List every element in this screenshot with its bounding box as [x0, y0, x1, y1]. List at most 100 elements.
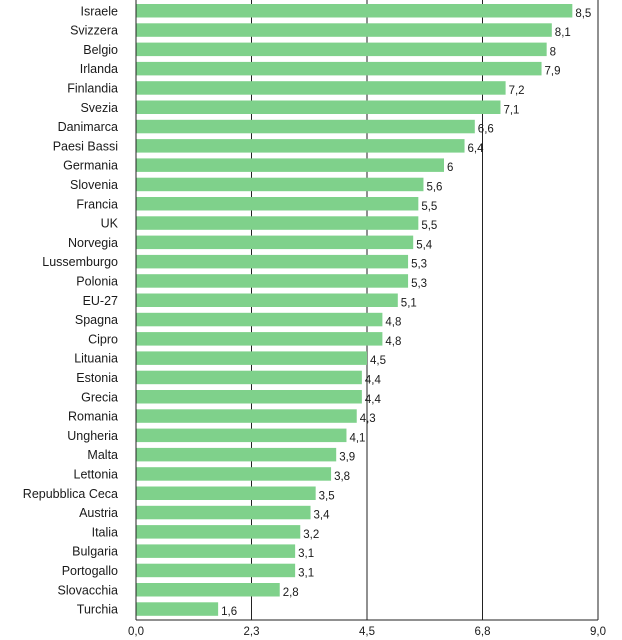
- bar: [136, 23, 552, 37]
- value-label: 4,5: [370, 355, 386, 367]
- category-label: Svizzera: [70, 24, 118, 38]
- bar: [136, 602, 219, 616]
- x-tick-label: 0,0: [128, 626, 144, 638]
- bar: [136, 235, 414, 250]
- category-label: Danimarca: [58, 120, 118, 134]
- bar: [136, 254, 409, 269]
- category-label: UK: [101, 217, 119, 231]
- category-label: Svezia: [80, 101, 118, 115]
- bar: [136, 100, 501, 114]
- category-label: Italia: [92, 525, 118, 539]
- value-label: 3,2: [303, 529, 319, 541]
- category-label: Repubblica Ceca: [23, 487, 118, 501]
- value-label: 3,5: [319, 490, 335, 502]
- bar: [136, 312, 383, 327]
- bar: [136, 447, 337, 462]
- value-label: 5,3: [411, 259, 427, 271]
- bar: [136, 467, 332, 481]
- category-label: Irlanda: [80, 62, 118, 76]
- category-label: Grecia: [81, 390, 118, 404]
- category-label: Portogallo: [62, 564, 118, 578]
- x-tick-label: 2,3: [244, 626, 260, 638]
- bars: [136, 4, 573, 616]
- value-label: 4,8: [385, 317, 401, 329]
- value-label: 3,1: [298, 567, 314, 579]
- bar: [136, 119, 475, 134]
- x-tick-label: 4,5: [359, 626, 375, 638]
- value-label: 3,9: [339, 452, 355, 464]
- bar: [136, 158, 444, 172]
- bar: [136, 351, 367, 365]
- category-label: Estonia: [76, 371, 118, 385]
- value-label: 8: [550, 46, 556, 58]
- value-label: 5,5: [421, 201, 437, 213]
- value-label: 4,8: [385, 336, 401, 348]
- bar: [136, 197, 419, 211]
- value-label: 4,1: [349, 432, 365, 444]
- category-label: Israele: [80, 4, 118, 18]
- value-label: 3,1: [298, 548, 314, 560]
- value-label: 5,6: [426, 181, 442, 193]
- category-label: EU-27: [83, 294, 118, 308]
- category-label: Austria: [79, 506, 118, 520]
- category-labels: Israele Svizzera Belgio Irlanda Finlandia Sve…: [23, 4, 119, 616]
- value-label: 7,9: [545, 66, 561, 78]
- value-labels: 8,5 8,1 8 7,9 7,2 7,1 6,6 6,4 6 5,6 5,5 5,5 5,4 5,3 5,…: [221, 8, 591, 618]
- x-tick-label: 9,0: [590, 626, 606, 638]
- bar: [136, 563, 296, 578]
- category-label: Bulgaria: [72, 545, 118, 559]
- category-label: Germania: [63, 159, 118, 173]
- category-label: Slovacchia: [58, 583, 118, 597]
- category-label: Turchia: [77, 603, 118, 617]
- category-label: Ungheria: [67, 429, 118, 443]
- value-label: 1,6: [221, 606, 237, 618]
- bar: [136, 293, 398, 307]
- bar: [136, 4, 573, 18]
- bar: [136, 139, 465, 153]
- bar: [136, 370, 362, 385]
- bar: [136, 544, 296, 558]
- category-label: Spagna: [75, 313, 118, 327]
- category-label: Polonia: [76, 274, 118, 288]
- category-label: Paesi Bassi: [53, 139, 118, 153]
- bar: [136, 428, 347, 443]
- value-label: 6: [447, 162, 453, 174]
- value-label: 6,6: [478, 124, 494, 136]
- category-label: Francia: [76, 197, 118, 211]
- category-label: Lituania: [74, 352, 118, 366]
- bar: [136, 332, 383, 346]
- value-label: 7,1: [503, 104, 519, 116]
- value-label: 2,8: [283, 587, 299, 599]
- category-label: Malta: [87, 448, 118, 462]
- value-label: 5,4: [416, 239, 433, 251]
- value-label: 4,4: [365, 374, 382, 386]
- value-label: 6,4: [468, 143, 485, 155]
- category-label: Slovenia: [70, 178, 118, 192]
- value-label: 5,5: [421, 220, 437, 232]
- bar: [136, 216, 419, 230]
- bar: [136, 409, 357, 423]
- value-label: 7,2: [509, 85, 525, 97]
- category-label: Finlandia: [67, 81, 118, 95]
- value-label: 8,5: [575, 8, 591, 20]
- bar: [136, 486, 316, 500]
- x-axis-ticks: 0,0 2,3 4,5 6,8 9,0: [128, 626, 606, 638]
- x-tick-label: 6,8: [475, 626, 491, 638]
- category-label: Lettonia: [74, 467, 119, 481]
- bar: [136, 42, 547, 57]
- value-label: 5,3: [411, 278, 427, 290]
- bar: [136, 61, 542, 76]
- value-label: 3,8: [334, 471, 350, 483]
- bar: [136, 525, 301, 539]
- category-label: Romania: [68, 410, 118, 424]
- value-label: 4,3: [360, 413, 376, 425]
- category-label: Cipro: [88, 332, 118, 346]
- bar: [136, 177, 424, 192]
- value-label: 4,4: [365, 394, 382, 406]
- bar: [136, 81, 506, 95]
- value-label: 5,1: [401, 297, 417, 309]
- bar: [136, 505, 311, 520]
- category-label: Lussemburgo: [42, 255, 118, 269]
- category-label: Belgio: [83, 43, 118, 57]
